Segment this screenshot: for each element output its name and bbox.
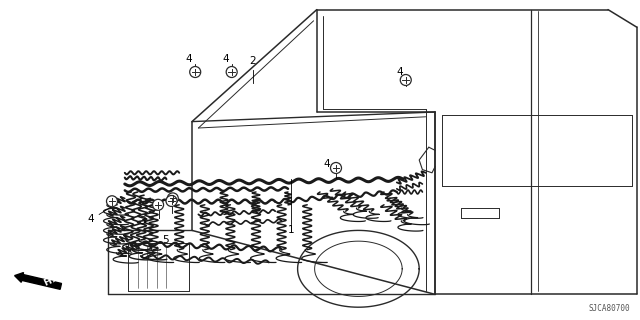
Circle shape [189, 67, 201, 77]
Text: Fr.: Fr. [42, 274, 58, 288]
Circle shape [166, 196, 177, 206]
Text: 3: 3 [139, 216, 145, 226]
Circle shape [152, 199, 164, 210]
Circle shape [400, 75, 412, 85]
Text: 4: 4 [222, 54, 228, 64]
Circle shape [226, 67, 237, 77]
Text: 4: 4 [186, 54, 192, 64]
Text: 2: 2 [250, 56, 256, 66]
Circle shape [167, 193, 179, 204]
Circle shape [106, 196, 118, 207]
Text: SJCA80700: SJCA80700 [589, 304, 630, 313]
Text: 4: 4 [396, 67, 403, 77]
Text: 4: 4 [323, 159, 330, 169]
Text: 5: 5 [162, 235, 168, 245]
FancyArrow shape [15, 273, 61, 289]
Text: 4: 4 [88, 213, 94, 224]
Circle shape [330, 163, 342, 173]
Text: 1: 1 [288, 225, 294, 236]
